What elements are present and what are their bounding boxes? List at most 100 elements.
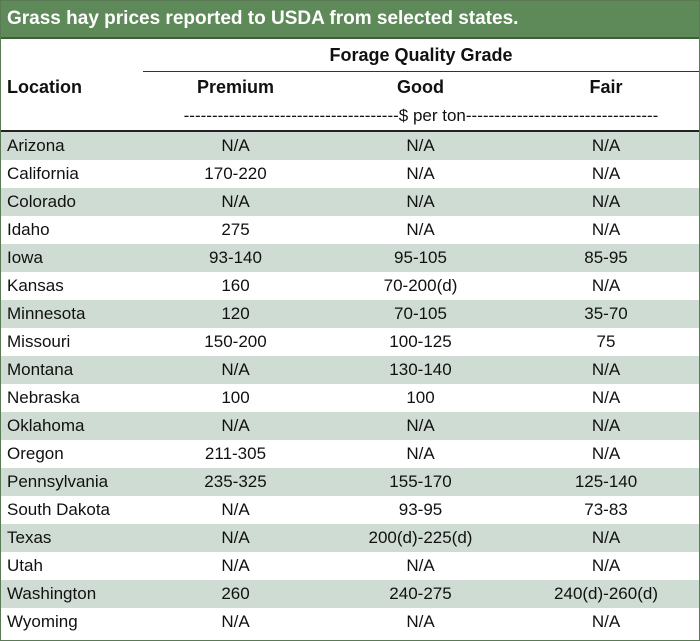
forage-quality-grade-header: Forage Quality Grade [143, 39, 700, 72]
premium-cell: N/A [143, 188, 328, 216]
premium-cell: 160 [143, 272, 328, 300]
good-cell: 240-275 [328, 580, 513, 608]
good-cell: 95-105 [328, 244, 513, 272]
fair-cell: N/A [513, 552, 700, 580]
location-cell: Minnesota [1, 300, 143, 328]
fair-cell: N/A [513, 608, 700, 636]
location-column-header: Location [1, 71, 143, 102]
location-cell: Missouri [1, 328, 143, 356]
table-row: Oregon 211-305 N/A N/A [1, 440, 700, 468]
good-cell: 200(d)-225(d) [328, 524, 513, 552]
header-row-columns: Location Premium Good Fair [1, 71, 700, 102]
table-row: Colorado N/A N/A N/A [1, 188, 700, 216]
fair-cell: 85-95 [513, 244, 700, 272]
fair-cell: 73-83 [513, 496, 700, 524]
premium-cell: 211-305 [143, 440, 328, 468]
location-cell: Arizona [1, 131, 143, 160]
premium-cell: 170-220 [143, 160, 328, 188]
premium-cell: 275 [143, 216, 328, 244]
fair-cell: N/A [513, 160, 700, 188]
table-row: Montana N/A 130-140 N/A [1, 356, 700, 384]
unit-spacer [1, 102, 143, 132]
location-cell: South Dakota [1, 496, 143, 524]
good-cell: 100-125 [328, 328, 513, 356]
fair-cell: N/A [513, 524, 700, 552]
table-row: Texas N/A 200(d)-225(d) N/A [1, 524, 700, 552]
fair-cell: N/A [513, 188, 700, 216]
good-cell: N/A [328, 608, 513, 636]
table-row: Washington 260 240-275 240(d)-260(d) [1, 580, 700, 608]
fair-column-header: Fair [513, 71, 700, 102]
header-spacer [1, 39, 143, 72]
premium-cell: N/A [143, 608, 328, 636]
fair-cell: N/A [513, 412, 700, 440]
location-cell: Pennsylvania [1, 468, 143, 496]
location-cell: Nebraska [1, 384, 143, 412]
good-cell: 70-105 [328, 300, 513, 328]
location-cell: California [1, 160, 143, 188]
fair-cell: N/A [513, 216, 700, 244]
hay-price-table: Forage Quality Grade Location Premium Go… [1, 39, 700, 636]
premium-cell: 100 [143, 384, 328, 412]
table-row: Pennsylvania 235-325 155-170 125-140 [1, 468, 700, 496]
good-column-header: Good [328, 71, 513, 102]
table-row: Utah N/A N/A N/A [1, 552, 700, 580]
table-row: Nebraska 100 100 N/A [1, 384, 700, 412]
table-row: California 170-220 N/A N/A [1, 160, 700, 188]
table-row: Missouri 150-200 100-125 75 [1, 328, 700, 356]
premium-cell: N/A [143, 524, 328, 552]
fair-cell: 75 [513, 328, 700, 356]
fair-cell: N/A [513, 440, 700, 468]
good-cell: 100 [328, 384, 513, 412]
location-cell: Montana [1, 356, 143, 384]
premium-cell: N/A [143, 552, 328, 580]
fair-cell: N/A [513, 272, 700, 300]
location-cell: Washington [1, 580, 143, 608]
fair-cell: 240(d)-260(d) [513, 580, 700, 608]
location-cell: Texas [1, 524, 143, 552]
good-cell: N/A [328, 412, 513, 440]
fair-cell: N/A [513, 131, 700, 160]
table-title: Grass hay prices reported to USDA from s… [1, 1, 699, 39]
fair-cell: N/A [513, 356, 700, 384]
premium-column-header: Premium [143, 71, 328, 102]
good-cell: 70-200(d) [328, 272, 513, 300]
table-row: Arizona N/A N/A N/A [1, 131, 700, 160]
good-cell: N/A [328, 188, 513, 216]
good-cell: N/A [328, 160, 513, 188]
fair-cell: N/A [513, 384, 700, 412]
table-row: South Dakota N/A 93-95 73-83 [1, 496, 700, 524]
good-cell: 155-170 [328, 468, 513, 496]
table-row: Oklahoma N/A N/A N/A [1, 412, 700, 440]
good-cell: 93-95 [328, 496, 513, 524]
unit-label: --------------------------------------$ … [143, 102, 700, 132]
premium-cell: 93-140 [143, 244, 328, 272]
table-row: Kansas 160 70-200(d) N/A [1, 272, 700, 300]
location-cell: Kansas [1, 272, 143, 300]
location-cell: Wyoming [1, 608, 143, 636]
premium-cell: 120 [143, 300, 328, 328]
fair-cell: 35-70 [513, 300, 700, 328]
location-cell: Iowa [1, 244, 143, 272]
premium-cell: N/A [143, 412, 328, 440]
premium-cell: N/A [143, 131, 328, 160]
location-cell: Utah [1, 552, 143, 580]
good-cell: N/A [328, 131, 513, 160]
good-cell: N/A [328, 552, 513, 580]
location-cell: Oregon [1, 440, 143, 468]
premium-cell: 260 [143, 580, 328, 608]
good-cell: 130-140 [328, 356, 513, 384]
good-cell: N/A [328, 216, 513, 244]
header-row-group: Forage Quality Grade [1, 39, 700, 72]
premium-cell: N/A [143, 496, 328, 524]
good-cell: N/A [328, 440, 513, 468]
table-row: Wyoming N/A N/A N/A [1, 608, 700, 636]
location-cell: Oklahoma [1, 412, 143, 440]
premium-cell: 235-325 [143, 468, 328, 496]
premium-cell: 150-200 [143, 328, 328, 356]
table-row: Idaho 275 N/A N/A [1, 216, 700, 244]
location-cell: Colorado [1, 188, 143, 216]
unit-row: --------------------------------------$ … [1, 102, 700, 132]
fair-cell: 125-140 [513, 468, 700, 496]
